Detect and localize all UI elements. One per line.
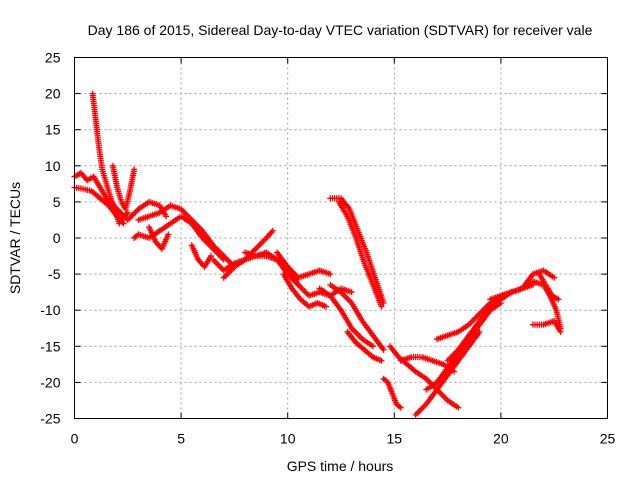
data-point (397, 404, 404, 411)
series-track-s (344, 328, 385, 364)
series-track-ac (529, 318, 564, 335)
y-tick-label: -20 (40, 374, 60, 390)
series-track-ad (536, 271, 562, 303)
y-tick-labels: -25 -20 -15 -10 -5 0 5 10 15 20 25 (40, 50, 60, 427)
series-track-u (387, 343, 462, 411)
series-track-p (327, 281, 387, 353)
x-axis-label: GPS time / hours (287, 458, 394, 474)
data-point (163, 213, 170, 220)
y-tick-label: 20 (45, 86, 61, 102)
chart-title: Day 186 of 2015, Sidereal Day-to-day VTE… (88, 22, 593, 38)
data-point (450, 368, 457, 375)
x-tick-label: 15 (387, 431, 403, 447)
x-tick-label: 0 (71, 431, 79, 447)
series-track-k (220, 227, 276, 281)
x-tick-labels: 0 5 10 15 20 25 (71, 431, 616, 447)
axis-ticks (74, 57, 608, 419)
series-track-n (280, 271, 330, 310)
data-point (455, 404, 462, 411)
data-point (369, 343, 376, 350)
data-point (269, 227, 276, 234)
series-track-t (380, 375, 404, 411)
y-tick-label: -5 (48, 266, 61, 282)
y-tick-label: -15 (40, 338, 60, 354)
x-tick-label: 25 (600, 431, 616, 447)
data-point (551, 274, 558, 281)
x-tick-label: 20 (493, 431, 509, 447)
y-tick-label: 5 (53, 194, 61, 210)
y-tick-label: -10 (40, 302, 60, 318)
series-track-z (444, 281, 536, 364)
y-tick-label: 25 (45, 50, 61, 66)
y-tick-label: 0 (53, 230, 61, 246)
data-point (327, 271, 334, 278)
series-track-o (316, 285, 376, 350)
data-point (380, 346, 387, 353)
series-track-i (188, 242, 214, 270)
series-track-e (103, 195, 170, 223)
series-track-f (131, 213, 227, 263)
data-point (476, 328, 483, 335)
data-point (348, 289, 355, 296)
data-point (555, 296, 562, 303)
y-tick-label: -25 (40, 411, 60, 427)
x-tick-label: 10 (280, 431, 296, 447)
series-track-q (327, 195, 387, 306)
series-track-d (109, 162, 138, 213)
y-tick-label: 15 (45, 122, 61, 138)
data-point (378, 357, 385, 364)
x-tick-label: 5 (177, 431, 185, 447)
series-track-h (146, 224, 172, 252)
data-point (378, 303, 385, 310)
data-point (124, 209, 131, 216)
data-point (131, 166, 138, 173)
series-track-v (412, 328, 483, 418)
data-point (165, 231, 172, 238)
series-track-g (135, 202, 238, 270)
data-series (71, 90, 564, 418)
y-tick-label: 10 (45, 158, 61, 174)
data-point (323, 303, 330, 310)
data-point (116, 220, 123, 227)
series-track-r (335, 198, 385, 310)
data-point (557, 328, 564, 335)
y-axis-label: SDTVAR / TECUs (7, 182, 23, 294)
data-point (207, 253, 214, 260)
